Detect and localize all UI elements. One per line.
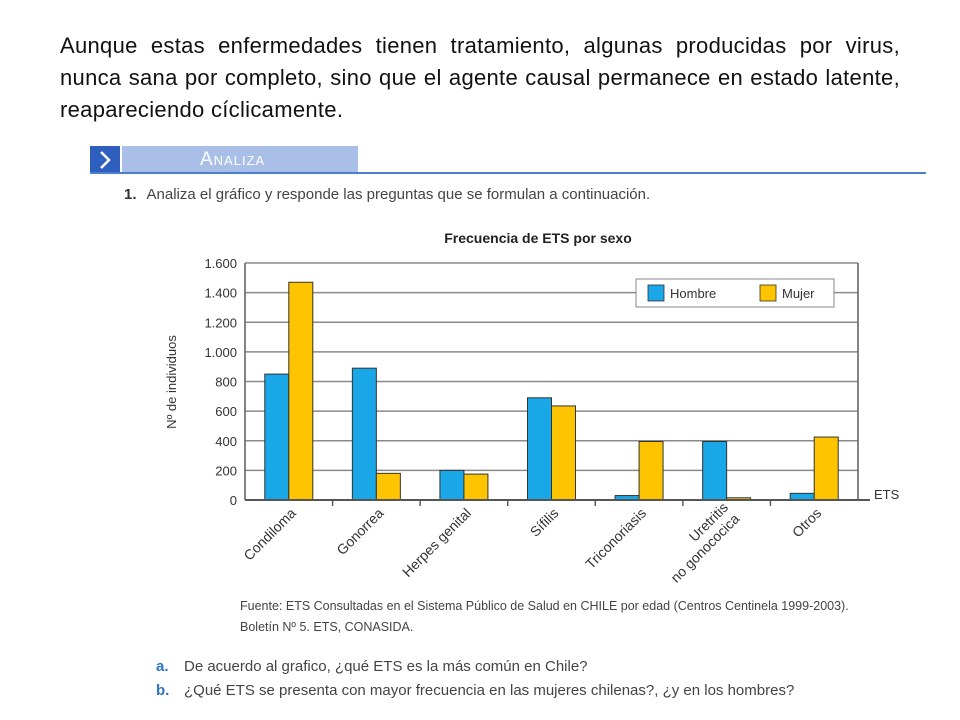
chart-source: Fuente: ETS Consultadas en el Sistema Pú… — [240, 596, 940, 638]
legend-swatch-mujer — [759, 284, 777, 302]
source-line-1: Fuente: ETS Consultadas en el Sistema Pú… — [240, 599, 849, 613]
question-b-text: ¿Qué ETS se presenta con mayor frecuenci… — [184, 682, 795, 699]
x-category-label: Herpes genital — [399, 505, 474, 580]
x-category-label: Triconoriasis — [582, 505, 649, 572]
y-tick-label: 600 — [215, 404, 237, 419]
bar-hombre-0 — [264, 373, 290, 501]
section-title: Analiza — [200, 149, 266, 170]
x-category-label: Condiloma — [240, 505, 299, 564]
bar-mujer-2 — [463, 473, 489, 501]
chart-legend: Hombre Mujer — [635, 278, 835, 308]
x-category-label: Otros — [789, 505, 825, 541]
x-category-label-line: Otros — [789, 505, 825, 541]
y-tick-label: 1.200 — [204, 315, 237, 330]
bar-hombre-1 — [351, 367, 377, 501]
bar-mujer-4 — [638, 440, 664, 501]
y-tick-label: 0 — [230, 493, 237, 508]
x-category-label-line: Triconoriasis — [582, 505, 649, 572]
y-tick-label: 800 — [215, 375, 237, 390]
question-1-number: 1. — [124, 186, 137, 203]
bar-mujer-3 — [551, 405, 576, 501]
y-tick-label: 1.000 — [204, 345, 237, 360]
bar-mujer-0 — [288, 281, 314, 501]
bar-hombre-3 — [527, 397, 552, 501]
chart-title: Frecuencia de ETS por sexo — [444, 230, 632, 246]
section-banner — [122, 146, 358, 174]
ets-bar-chart: Frecuencia de ETS por sexo 0 200 400 600 800… — [164, 230, 900, 586]
x-category-label-line: Gonorrea — [333, 505, 386, 558]
section-arrow-icon — [90, 146, 120, 174]
y-tick-label: 1.400 — [204, 286, 237, 301]
y-tick-label: 400 — [215, 434, 237, 449]
legend-swatch-hombre — [647, 284, 665, 302]
question-b: b. ¿Qué ETS se presenta con mayor frecuen… — [156, 682, 794, 699]
x-category-label: Gonorrea — [333, 505, 386, 558]
section-divider — [90, 172, 926, 174]
x-category-label-line: Sífilis — [527, 505, 562, 540]
y-axis-label: Nº de individuos — [164, 335, 179, 429]
legend-label-hombre: Hombre — [670, 286, 716, 301]
question-b-label: b. — [156, 682, 170, 699]
y-tick-label: 1.600 — [204, 256, 237, 271]
question-1-text: Analiza el gráfico y responde las pregun… — [146, 186, 651, 203]
x-category-label: Sífilis — [527, 505, 562, 540]
bar-mujer-6 — [813, 436, 839, 501]
x-category-label-line: Condiloma — [240, 505, 299, 564]
y-tick-label: 200 — [215, 463, 237, 478]
bar-mujer-1 — [375, 472, 401, 501]
bar-hombre-2 — [439, 469, 465, 501]
question-a-label: a. — [156, 658, 169, 675]
question-1: 1. Analiza el gráfico y responde las preg… — [124, 186, 650, 203]
x-category-label-line: Herpes genital — [399, 505, 474, 580]
x-axis-label: ETS — [874, 487, 900, 502]
intro-paragraph: Aunque estas enfermedades tienen tratami… — [60, 33, 900, 122]
legend-label-mujer: Mujer — [782, 286, 815, 301]
bar-hombre-5 — [702, 440, 728, 501]
source-line-2: Boletín Nº 5. ETS, CONASIDA. — [240, 620, 414, 634]
question-a-text: De acuerdo al grafico, ¿qué ETS es la má… — [184, 658, 588, 675]
x-category-label: Uretritisno gonococica — [656, 499, 743, 586]
question-a: a. De acuerdo al grafico, ¿qué ETS es la … — [156, 658, 588, 675]
